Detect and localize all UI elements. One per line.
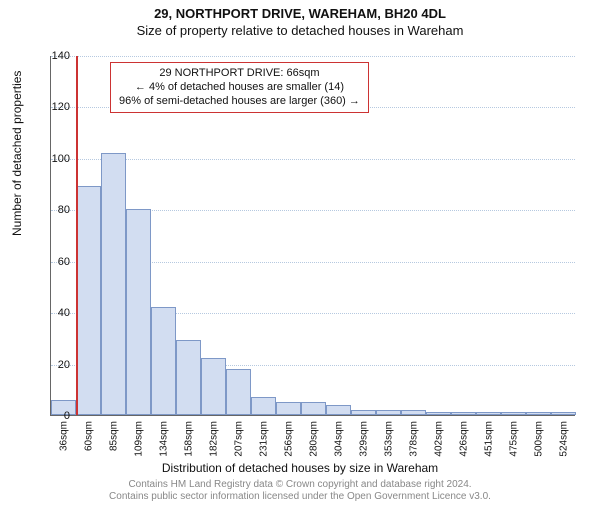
xtick-label: 36sqm: [58, 421, 69, 451]
ytick-label: 100: [30, 153, 70, 165]
title-subtitle: Size of property relative to detached ho…: [0, 23, 600, 38]
x-axis-label: Distribution of detached houses by size …: [0, 461, 600, 475]
xtick-label: 378sqm: [408, 421, 419, 457]
bar: [126, 209, 151, 415]
xtick-label: 182sqm: [208, 421, 219, 457]
bar: [301, 402, 326, 415]
gridline: [51, 159, 575, 160]
xtick-label: 353sqm: [383, 421, 394, 457]
xtick-label: 158sqm: [183, 421, 194, 457]
ytick-label: 60: [30, 256, 70, 268]
bar: [101, 153, 126, 415]
xtick-label: 426sqm: [458, 421, 469, 457]
xtick-label: 109sqm: [133, 421, 144, 457]
xtick-label: 60sqm: [83, 421, 94, 451]
ytick-label: 40: [30, 307, 70, 319]
bar: [151, 307, 176, 415]
bar: [526, 412, 551, 415]
ytick-label: 140: [30, 50, 70, 62]
bar: [476, 412, 501, 415]
title-address: 29, NORTHPORT DRIVE, WAREHAM, BH20 4DL: [0, 6, 600, 21]
bar: [551, 412, 576, 415]
xtick-label: 231sqm: [258, 421, 269, 457]
annotation-line2: ← 4% of detached houses are smaller (14): [119, 81, 360, 95]
footer-text: Contains HM Land Registry data © Crown c…: [0, 479, 600, 503]
bar: [226, 369, 251, 415]
annotation-line1: 29 NORTHPORT DRIVE: 66sqm: [119, 67, 360, 81]
ytick-label: 120: [30, 101, 70, 113]
xtick-label: 500sqm: [533, 421, 544, 457]
bar: [501, 412, 526, 415]
ytick-label: 0: [30, 410, 70, 422]
bar: [451, 412, 476, 415]
ytick-label: 80: [30, 204, 70, 216]
bar: [176, 340, 201, 415]
xtick-label: 256sqm: [283, 421, 294, 457]
bar: [276, 402, 301, 415]
xtick-label: 304sqm: [333, 421, 344, 457]
reference-vline: [76, 56, 78, 415]
xtick-label: 85sqm: [108, 421, 119, 451]
annotation-line3: 96% of semi-detached houses are larger (…: [119, 95, 360, 109]
bar: [376, 410, 401, 415]
xtick-label: 329sqm: [358, 421, 369, 457]
gridline: [51, 56, 575, 57]
bar: [401, 410, 426, 415]
annotation-box: 29 NORTHPORT DRIVE: 66sqm ← 4% of detach…: [110, 62, 369, 113]
xtick-label: 475sqm: [508, 421, 519, 457]
chart-area: 36sqm60sqm85sqm109sqm134sqm158sqm182sqm2…: [50, 56, 575, 416]
xtick-label: 134sqm: [158, 421, 169, 457]
y-axis-label: Number of detached properties: [10, 71, 24, 236]
bar: [351, 410, 376, 415]
ytick-label: 20: [30, 359, 70, 371]
bar: [326, 405, 351, 415]
bar: [251, 397, 276, 415]
bar: [426, 412, 451, 415]
xtick-label: 451sqm: [483, 421, 494, 457]
footer-line1: Contains HM Land Registry data © Crown c…: [0, 479, 600, 491]
bar: [201, 358, 226, 415]
xtick-label: 280sqm: [308, 421, 319, 457]
xtick-label: 524sqm: [558, 421, 569, 457]
xtick-label: 207sqm: [233, 421, 244, 457]
footer-line2: Contains public sector information licen…: [0, 491, 600, 503]
bar: [76, 186, 101, 415]
xtick-label: 402sqm: [433, 421, 444, 457]
